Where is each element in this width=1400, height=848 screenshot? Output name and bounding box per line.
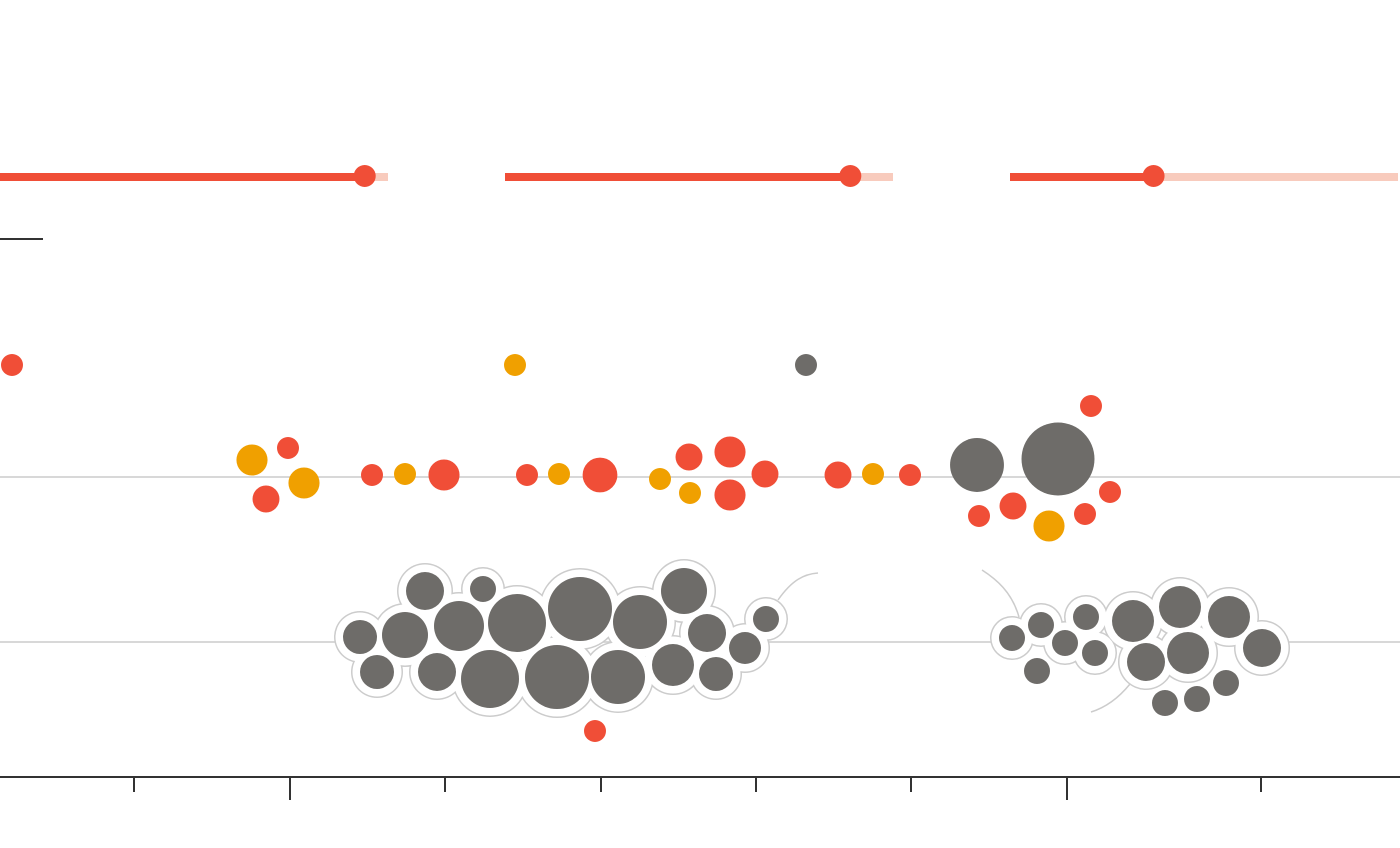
connector-line bbox=[1090, 683, 1131, 713]
red-point bbox=[1, 354, 23, 376]
red-point bbox=[1099, 481, 1121, 503]
red-point bbox=[1074, 503, 1096, 525]
gray-point bbox=[795, 354, 817, 376]
bubble-points bbox=[1, 354, 1281, 742]
connector-lines bbox=[777, 569, 1131, 713]
gray-bubble bbox=[1127, 643, 1165, 681]
red-point bbox=[824, 461, 852, 489]
gray-bubble bbox=[1208, 596, 1250, 638]
orange-point bbox=[679, 482, 701, 504]
orange-point bbox=[504, 354, 526, 376]
gray-bubble bbox=[1082, 640, 1108, 666]
gray-bubble bbox=[999, 625, 1025, 651]
gray-bubble bbox=[729, 632, 761, 664]
gray-bubble bbox=[382, 612, 428, 658]
connector-line bbox=[981, 569, 1020, 618]
gray-bubble bbox=[525, 645, 589, 709]
red-point bbox=[516, 464, 538, 486]
red-point bbox=[584, 720, 606, 742]
red-point bbox=[714, 479, 746, 511]
gray-bubble bbox=[488, 594, 546, 652]
red-point bbox=[361, 464, 383, 486]
gray-bubble bbox=[470, 576, 496, 602]
red-point bbox=[999, 492, 1027, 520]
gray-bubble bbox=[661, 568, 707, 614]
bar-marker bbox=[1142, 165, 1165, 187]
gray-bubble bbox=[1112, 600, 1154, 642]
gray-bubble bbox=[343, 620, 377, 654]
gray-bubble bbox=[699, 657, 733, 691]
gray-point bbox=[1021, 422, 1095, 496]
gray-bubble bbox=[1052, 630, 1078, 656]
gray-bubble bbox=[652, 644, 694, 686]
progress-bars bbox=[0, 165, 1398, 187]
gray-bubble bbox=[1024, 658, 1050, 684]
gray-bubble bbox=[461, 650, 519, 708]
gray-bubble bbox=[548, 577, 612, 641]
orange-point bbox=[236, 444, 268, 476]
orange-point bbox=[649, 468, 671, 490]
red-point bbox=[714, 436, 746, 468]
orange-point bbox=[394, 463, 416, 485]
gray-bubble bbox=[418, 653, 456, 691]
orange-point bbox=[288, 467, 320, 499]
gray-bubble bbox=[613, 595, 667, 649]
red-point bbox=[582, 457, 618, 493]
gray-bubble bbox=[753, 606, 779, 632]
bar-marker bbox=[353, 165, 376, 187]
orange-point bbox=[862, 463, 884, 485]
gray-bubble bbox=[688, 614, 726, 652]
red-point bbox=[252, 485, 280, 513]
orange-point bbox=[548, 463, 570, 485]
gray-bubble bbox=[1243, 629, 1281, 667]
red-point bbox=[751, 460, 779, 488]
red-point bbox=[1080, 395, 1102, 417]
gray-point bbox=[950, 438, 1004, 492]
gray-bubble bbox=[1167, 632, 1209, 674]
red-point bbox=[675, 443, 703, 471]
gray-bubble bbox=[360, 655, 394, 689]
gray-bubble bbox=[591, 650, 645, 704]
red-point bbox=[899, 464, 921, 486]
red-point bbox=[277, 437, 299, 459]
gray-bubble bbox=[406, 572, 444, 610]
bar-marker bbox=[839, 165, 862, 187]
red-point bbox=[428, 459, 460, 491]
gray-bubble bbox=[1184, 686, 1210, 712]
connector-line bbox=[777, 572, 819, 601]
x-axis bbox=[0, 776, 1400, 800]
gray-bubble bbox=[434, 601, 484, 651]
gray-bubble bbox=[1213, 670, 1239, 696]
gray-bubble bbox=[1028, 612, 1054, 638]
orange-point bbox=[1033, 510, 1065, 542]
gray-bubble bbox=[1073, 604, 1099, 630]
gray-bubble bbox=[1159, 586, 1201, 628]
red-point bbox=[968, 505, 990, 527]
gray-bubble bbox=[1152, 690, 1178, 716]
